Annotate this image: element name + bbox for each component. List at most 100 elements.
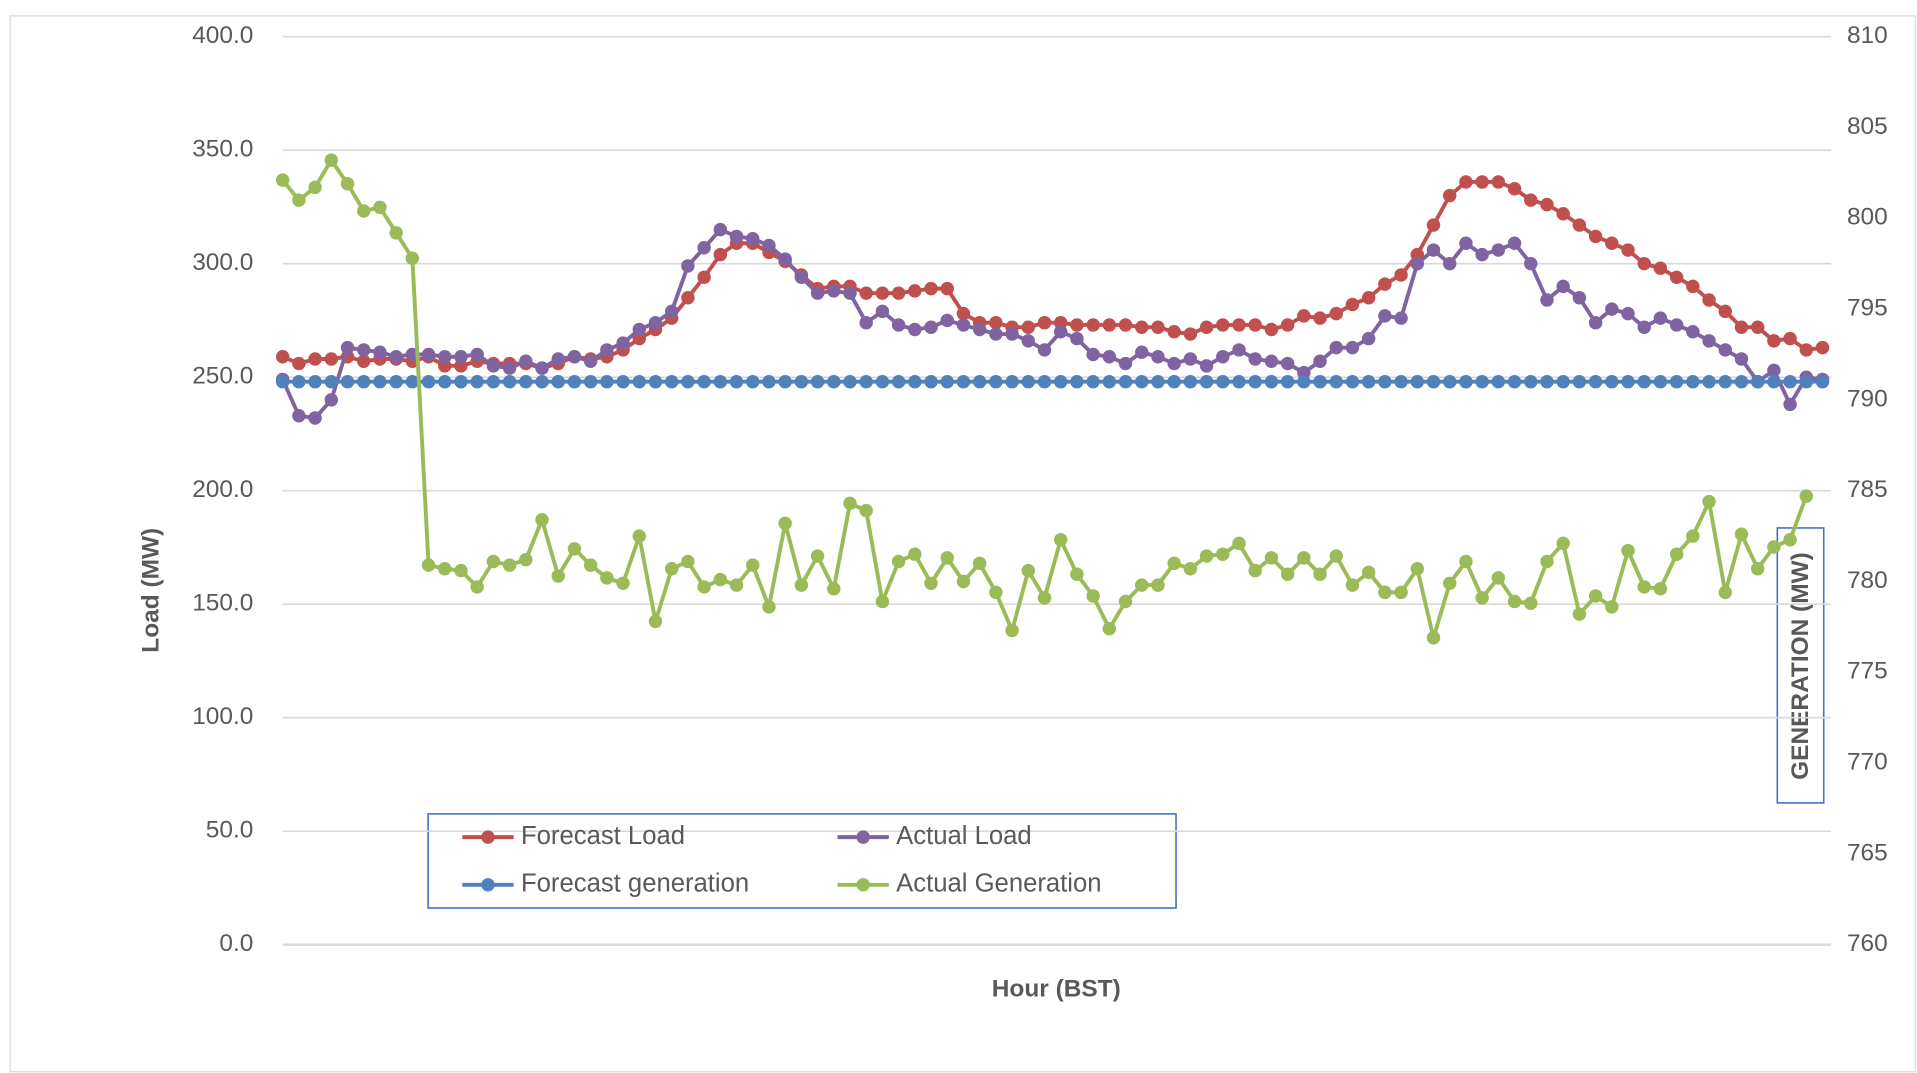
data-point — [1313, 311, 1327, 325]
data-point — [713, 572, 728, 587]
data-point — [486, 554, 501, 569]
data-point — [810, 286, 825, 300]
data-point — [389, 350, 403, 364]
data-point — [1588, 589, 1603, 603]
data-point — [1280, 374, 1295, 389]
data-point — [1183, 352, 1198, 366]
data-point — [1653, 311, 1668, 325]
data-point — [1459, 554, 1473, 569]
data-point — [713, 374, 728, 389]
data-point — [1442, 374, 1457, 389]
data-point — [1053, 325, 1068, 339]
data-point — [1216, 318, 1230, 332]
legend-label: Actual Generation — [896, 870, 1101, 898]
data-point — [1540, 197, 1554, 212]
data-point — [1329, 306, 1343, 321]
data-point — [1216, 350, 1230, 364]
data-point — [1151, 350, 1165, 364]
data-point — [1556, 207, 1570, 221]
data-point — [908, 547, 922, 561]
data-point — [664, 304, 679, 319]
data-point — [1151, 374, 1165, 389]
y2-tick-label: 785 — [1847, 476, 1888, 503]
legend-marker — [481, 878, 495, 892]
data-point — [762, 374, 776, 389]
data-point — [972, 556, 987, 571]
data-point — [357, 204, 371, 218]
data-point — [1783, 532, 1797, 547]
data-point — [1491, 571, 1506, 585]
data-point — [827, 284, 841, 298]
data-point — [1734, 374, 1749, 389]
data-point — [827, 374, 841, 389]
data-point — [729, 374, 744, 389]
data-point — [891, 318, 906, 332]
data-point — [1394, 311, 1408, 325]
data-point — [1361, 374, 1376, 389]
data-point — [1767, 374, 1781, 389]
data-point — [794, 374, 809, 389]
data-point — [891, 286, 906, 300]
data-point — [1199, 320, 1214, 334]
data-point — [1669, 318, 1684, 332]
series — [275, 374, 1830, 389]
y2-tick-label: 770 — [1847, 749, 1888, 776]
data-point — [535, 513, 549, 527]
data-point — [1005, 623, 1019, 638]
data-point — [1070, 331, 1084, 346]
data-point — [1102, 621, 1117, 636]
data-point — [1005, 327, 1019, 341]
data-point — [1280, 356, 1295, 371]
data-point — [843, 496, 857, 511]
data-point — [1507, 594, 1522, 609]
data-point — [535, 361, 549, 375]
data-point — [1491, 374, 1506, 389]
data-point — [989, 327, 1003, 341]
data-point — [1815, 374, 1830, 389]
data-point — [324, 153, 339, 167]
data-point — [859, 503, 873, 518]
data-point — [1053, 532, 1068, 547]
series — [275, 153, 1814, 645]
data-point — [486, 359, 501, 373]
data-point — [924, 281, 938, 296]
data-point — [1718, 374, 1732, 389]
data-point — [648, 315, 663, 330]
data-point — [275, 350, 290, 364]
data-point — [729, 578, 744, 592]
data-point — [1718, 343, 1732, 357]
data-point — [794, 270, 809, 285]
data-point — [729, 229, 744, 244]
data-point — [616, 336, 630, 350]
legend-marker — [481, 830, 495, 844]
data-point — [1118, 594, 1133, 609]
data-point — [1232, 318, 1246, 332]
data-point — [308, 352, 322, 366]
data-point — [1442, 576, 1457, 591]
data-point — [1588, 229, 1603, 244]
data-point — [1815, 340, 1830, 355]
data-point — [681, 290, 695, 305]
y2-tick-label: 780 — [1847, 567, 1888, 594]
data-point — [389, 226, 403, 240]
y-tick-label: 400.0 — [192, 22, 253, 49]
data-point — [1135, 374, 1149, 389]
legend-marker — [856, 830, 870, 844]
y-tick-label: 100.0 — [192, 703, 253, 730]
data-point — [421, 347, 436, 362]
data-point — [275, 374, 290, 389]
data-point — [956, 374, 971, 389]
data-point — [1167, 325, 1181, 339]
data-point — [1232, 374, 1246, 389]
data-point — [1507, 236, 1522, 250]
data-point — [535, 374, 549, 389]
data-point — [713, 247, 728, 262]
data-point — [956, 306, 971, 321]
y2-tick-label: 810 — [1847, 22, 1888, 49]
data-point — [1637, 320, 1651, 334]
data-point — [1086, 374, 1100, 389]
data-point — [1199, 374, 1214, 389]
data-point — [275, 173, 290, 187]
data-point — [1378, 585, 1392, 600]
